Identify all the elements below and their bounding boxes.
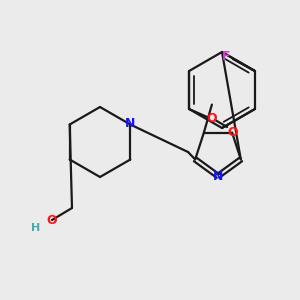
Text: F: F <box>222 50 230 62</box>
Text: N: N <box>213 170 223 184</box>
Text: O: O <box>228 126 238 139</box>
Text: O: O <box>207 112 218 125</box>
Text: N: N <box>125 117 136 130</box>
Text: H: H <box>32 223 40 233</box>
Text: O: O <box>47 214 57 226</box>
